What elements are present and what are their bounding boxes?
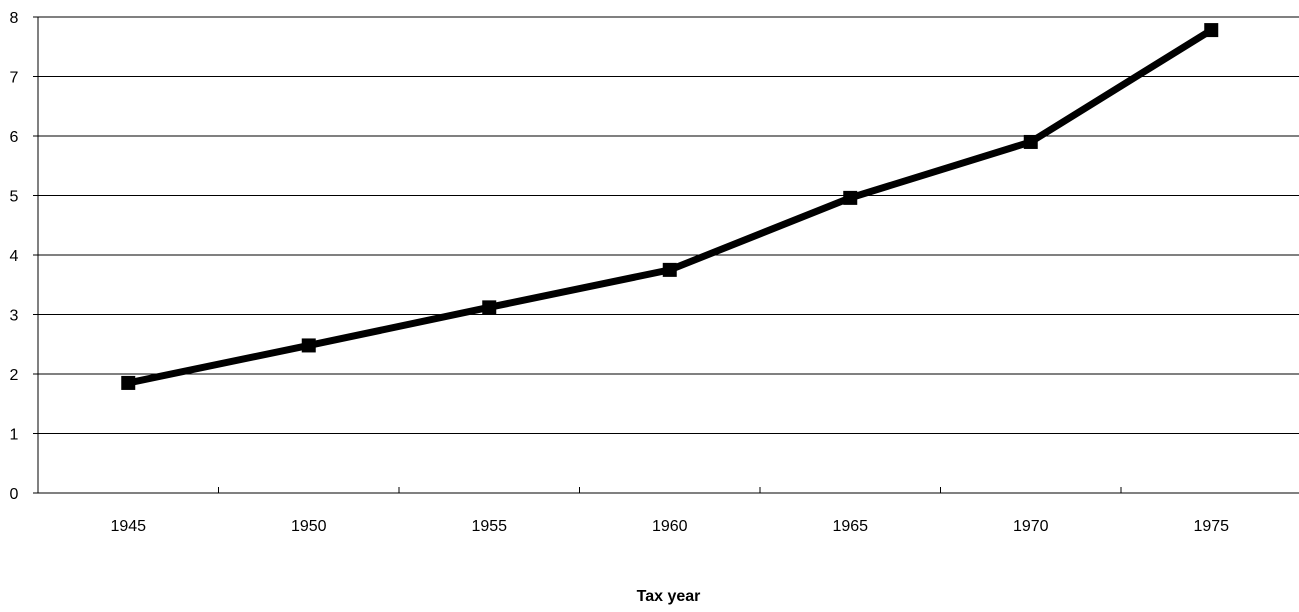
data-point-marker [1023, 134, 1038, 149]
x-tick-label: 1945 [110, 518, 146, 535]
data-point-marker [843, 190, 858, 205]
series-group [121, 23, 1219, 390]
y-tick-label: 2 [10, 367, 19, 384]
x-axis-ticks: 1945 1950 1955 1960 1965 1970 1975 [110, 487, 1229, 535]
data-point-marker [301, 338, 316, 353]
y-tick-label: 6 [10, 129, 19, 146]
gridlines [38, 16, 1299, 434]
y-tick-label: 1 [10, 427, 19, 444]
data-point-marker [121, 375, 136, 390]
x-axis-title: Tax year [637, 588, 701, 605]
x-tick-label: 1950 [291, 518, 327, 535]
x-tick-label: 1955 [471, 518, 507, 535]
data-point-marker [482, 300, 497, 315]
y-axis-ticks: 0 1 2 3 4 5 6 7 8 [10, 10, 38, 503]
x-tick-label: 1965 [832, 518, 868, 535]
y-tick-label: 0 [10, 486, 19, 503]
data-point-marker [662, 262, 677, 277]
y-tick-label: 8 [10, 10, 19, 27]
x-tick-label: 1970 [1013, 518, 1049, 535]
series-line [124, 26, 1215, 387]
y-tick-label: 3 [10, 308, 19, 325]
data-point-marker [1204, 23, 1219, 38]
y-tick-label: 7 [10, 70, 19, 87]
x-tick-label: 1975 [1193, 518, 1229, 535]
x-tick-label: 1960 [652, 518, 688, 535]
y-tick-label: 5 [10, 189, 19, 206]
y-tick-label: 4 [10, 248, 19, 265]
